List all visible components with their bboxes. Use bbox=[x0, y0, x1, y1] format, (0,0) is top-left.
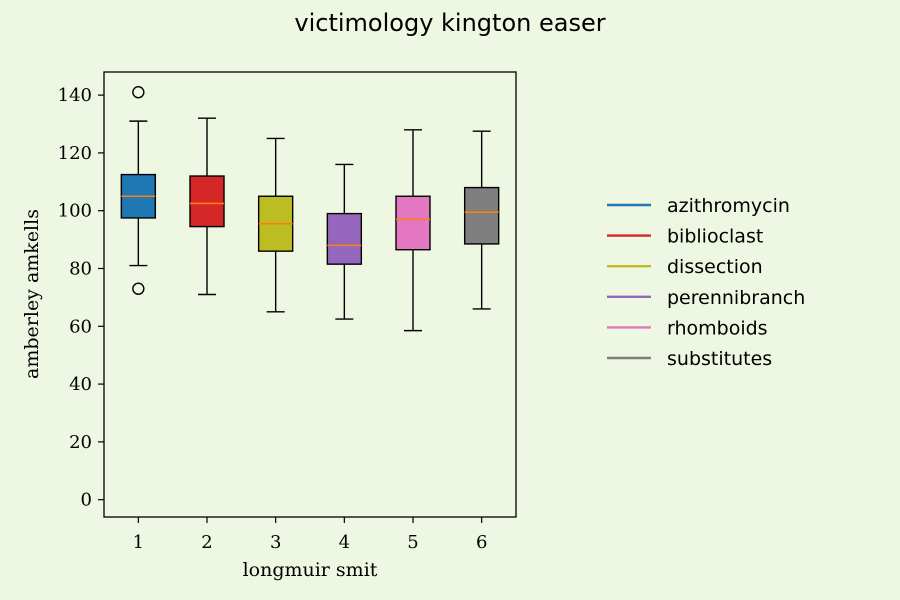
legend-label: perennibranch bbox=[667, 287, 805, 309]
y-tick-label: 80 bbox=[69, 258, 92, 279]
box-azithromycin bbox=[120, 86, 157, 295]
box-biblioclast bbox=[189, 117, 225, 296]
outlier-point bbox=[132, 86, 145, 99]
chart-title: victimology kington easer bbox=[294, 9, 605, 37]
y-axis: 0 20 40 60 80 100 120 140 bbox=[58, 85, 104, 511]
x-axis-label: longmuir smit bbox=[243, 559, 378, 581]
box-body bbox=[326, 212, 363, 265]
outlier-point bbox=[132, 282, 145, 295]
x-tick-label: 4 bbox=[339, 532, 350, 553]
y-tick-label: 100 bbox=[58, 201, 92, 222]
plot-frame bbox=[103, 71, 517, 518]
x-tick-label: 5 bbox=[407, 532, 418, 553]
box-body bbox=[463, 186, 500, 245]
box-body bbox=[395, 195, 431, 251]
y-axis-label: amberley amkells bbox=[21, 209, 43, 379]
box-dissection bbox=[257, 137, 294, 313]
y-tick-label: 40 bbox=[69, 374, 92, 395]
legend-label: dissection bbox=[667, 256, 763, 278]
y-tick-label: 120 bbox=[58, 143, 92, 164]
box-perennibranch bbox=[326, 163, 363, 320]
x-axis: 1 2 3 4 5 6 bbox=[133, 517, 487, 553]
legend-label: biblioclast bbox=[667, 226, 763, 248]
legend-label: rhomboids bbox=[667, 317, 768, 339]
legend: azithromycin biblioclast dissection perenni… bbox=[607, 195, 805, 370]
y-tick-label: 140 bbox=[58, 85, 92, 106]
legend-label: azithromycin bbox=[667, 195, 790, 217]
box-substitutes bbox=[463, 130, 500, 310]
x-tick-label: 3 bbox=[270, 532, 281, 553]
y-tick-label: 60 bbox=[69, 316, 92, 337]
legend-label: substitutes bbox=[667, 348, 772, 370]
y-tick-label: 0 bbox=[81, 490, 92, 511]
boxplot-series bbox=[120, 86, 500, 332]
x-tick-label: 2 bbox=[201, 532, 212, 553]
x-tick-label: 1 bbox=[133, 532, 144, 553]
box-body bbox=[189, 175, 225, 228]
x-tick-label: 6 bbox=[476, 532, 487, 553]
y-tick-label: 20 bbox=[69, 432, 92, 453]
box-rhomboids bbox=[395, 129, 431, 332]
